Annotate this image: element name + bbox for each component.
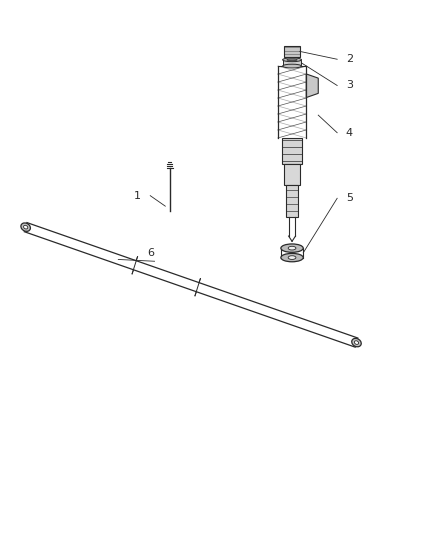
Ellipse shape (288, 246, 296, 250)
Ellipse shape (21, 223, 30, 231)
Ellipse shape (352, 338, 361, 347)
Text: 3: 3 (346, 80, 353, 91)
Bar (284, 164, 300, 185)
Ellipse shape (281, 244, 303, 252)
Ellipse shape (354, 341, 359, 344)
Ellipse shape (287, 59, 297, 61)
Text: 5: 5 (346, 193, 353, 203)
Ellipse shape (283, 58, 301, 62)
Text: 4: 4 (346, 128, 353, 138)
Text: 1: 1 (134, 191, 141, 200)
Ellipse shape (288, 256, 296, 260)
Ellipse shape (283, 64, 301, 68)
Bar (282, 138, 302, 164)
Ellipse shape (281, 253, 303, 262)
Bar (284, 46, 300, 57)
Text: 6: 6 (147, 248, 154, 259)
Ellipse shape (24, 225, 28, 229)
Polygon shape (306, 74, 318, 98)
Bar (286, 185, 298, 216)
Text: 2: 2 (346, 54, 353, 64)
Bar (283, 60, 301, 66)
